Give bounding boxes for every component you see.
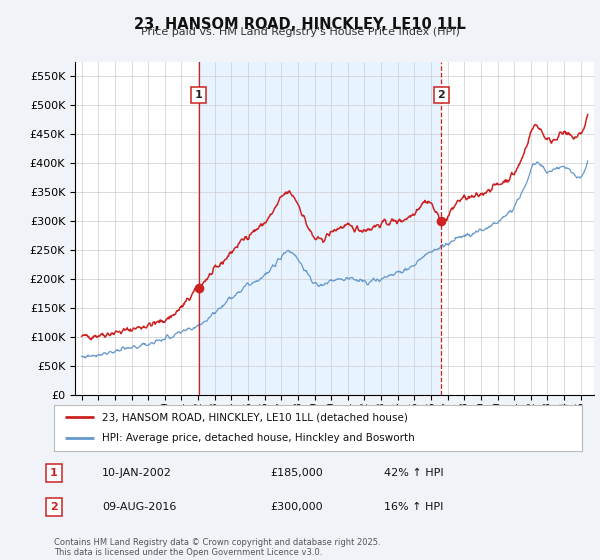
- Text: Contains HM Land Registry data © Crown copyright and database right 2025.
This d: Contains HM Land Registry data © Crown c…: [54, 538, 380, 557]
- Text: £300,000: £300,000: [270, 502, 323, 512]
- Text: 09-AUG-2016: 09-AUG-2016: [102, 502, 176, 512]
- Text: 42% ↑ HPI: 42% ↑ HPI: [384, 468, 443, 478]
- Text: £185,000: £185,000: [270, 468, 323, 478]
- Text: 23, HANSOM ROAD, HINCKLEY, LE10 1LL: 23, HANSOM ROAD, HINCKLEY, LE10 1LL: [134, 17, 466, 32]
- Text: Price paid vs. HM Land Registry's House Price Index (HPI): Price paid vs. HM Land Registry's House …: [140, 27, 460, 37]
- Text: 16% ↑ HPI: 16% ↑ HPI: [384, 502, 443, 512]
- Text: 2: 2: [437, 90, 445, 100]
- Text: 23, HANSOM ROAD, HINCKLEY, LE10 1LL (detached house): 23, HANSOM ROAD, HINCKLEY, LE10 1LL (det…: [101, 412, 407, 422]
- Text: 2: 2: [50, 502, 58, 512]
- Text: 10-JAN-2002: 10-JAN-2002: [102, 468, 172, 478]
- Text: HPI: Average price, detached house, Hinckley and Bosworth: HPI: Average price, detached house, Hinc…: [101, 433, 414, 444]
- Text: 1: 1: [195, 90, 202, 100]
- Bar: [199, 62, 441, 395]
- Text: 1: 1: [50, 468, 58, 478]
